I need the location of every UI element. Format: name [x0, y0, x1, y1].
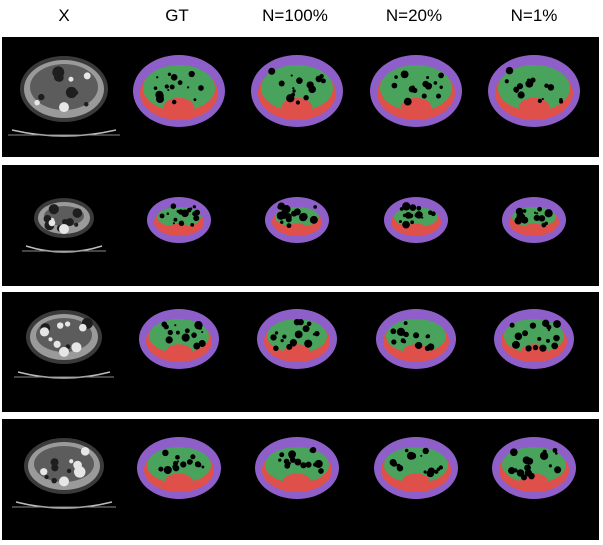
column-label-x: X: [58, 6, 70, 25]
column-header: X GT N=100% N=20% N=1%: [0, 4, 603, 28]
column-label-gt: GT: [165, 6, 189, 25]
segmentation-mask-4-4: [374, 437, 458, 499]
row-panel-2: [2, 165, 599, 286]
row-4-images: [12, 437, 576, 509]
segmentation-mask-1-4: [370, 55, 462, 127]
ct-slice-4-1: [12, 438, 116, 509]
segmentation-mask-3-4: [376, 309, 456, 369]
ct-slice-1-1: [8, 56, 120, 137]
ct-slice-2-1: [22, 198, 106, 253]
segmentation-mask-1-3: [251, 55, 343, 127]
ct-slice-3-1: [14, 310, 114, 379]
row-2-images: [22, 197, 566, 253]
segmentation-mask-2-4: [384, 197, 448, 243]
segmentation-mask-3-5: [494, 309, 574, 369]
row-panel-1: [2, 37, 599, 157]
segmentation-mask-1-5: [488, 55, 580, 127]
segmentation-mask-4-2: [137, 437, 221, 499]
segmentation-mask-2-3: [265, 197, 329, 243]
column-label-n1: N=1%: [510, 6, 558, 25]
column-label-n20: N=20%: [385, 6, 443, 25]
row-3-images: [14, 309, 574, 379]
segmentation-mask-4-5: [492, 437, 576, 499]
segmentation-mask-3-3: [257, 309, 337, 369]
row-1-images: [8, 55, 580, 137]
column-label-n100: N=100%: [262, 6, 328, 25]
segmentation-mask-2-5: [502, 197, 566, 243]
segmentation-mask-1-2: [133, 55, 225, 127]
row-panel-3: [2, 292, 599, 412]
row-panel-4: [2, 419, 599, 540]
segmentation-mask-2-2: [147, 197, 211, 243]
segmentation-mask-4-3: [255, 437, 339, 499]
segmentation-mask-3-2: [139, 309, 219, 369]
